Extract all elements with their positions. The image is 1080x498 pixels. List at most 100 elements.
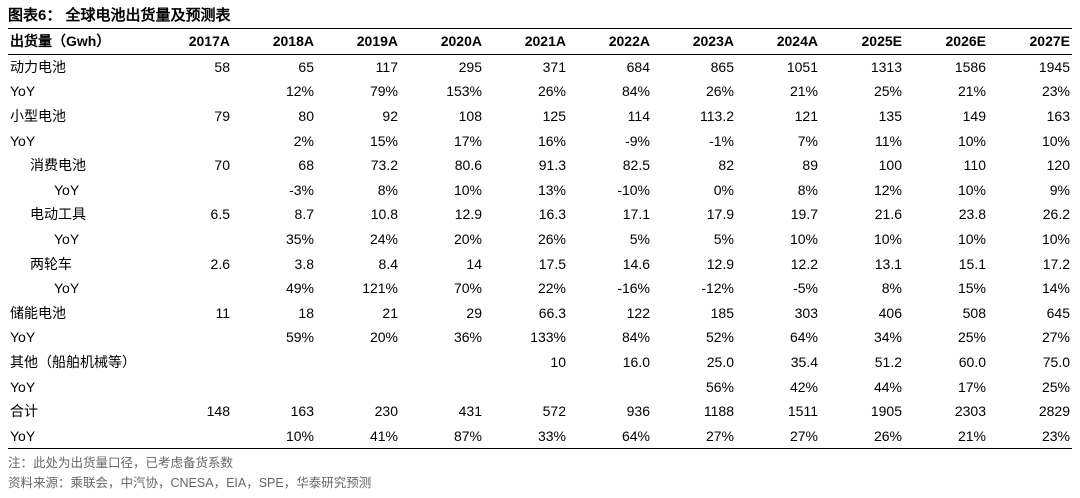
table-cell: 10% xyxy=(1041,231,1070,248)
table-cell: 10% xyxy=(789,231,818,248)
table-cell: 684 xyxy=(626,58,650,75)
table-cell: 133% xyxy=(530,329,566,346)
table-cell: 508 xyxy=(962,304,986,321)
column-header-year: 2025E xyxy=(820,29,904,55)
table-cell xyxy=(162,79,232,104)
table-cell: 29 xyxy=(466,304,482,321)
table-cell: 44% xyxy=(873,378,902,395)
table-header-row: 出货量（Gwh） 2017A 2018A 2019A 2020A 2021A 2022A 20… xyxy=(8,29,1072,55)
table-row: 两轮车 2.6 3.8 8.4 14 17.5 14.6 12.9 12.2 13.1 15.1 17… xyxy=(8,251,1072,276)
table-cell: 33% xyxy=(484,423,568,450)
table-cell: 21% xyxy=(904,423,988,450)
table-cell: 17% xyxy=(957,378,986,395)
table-cell: 645 xyxy=(1046,304,1070,321)
table-cell: 25% xyxy=(957,329,986,346)
table-cell: 52% xyxy=(705,329,734,346)
table-cell: 21% xyxy=(957,83,986,100)
table-cell: 25.0 xyxy=(706,354,734,371)
table-cell: 70% xyxy=(453,280,482,297)
table-cell: 17.9 xyxy=(706,206,734,223)
table-cell: -10% xyxy=(617,181,650,198)
table-cell: 17.1 xyxy=(622,206,650,223)
table-cell: 108 xyxy=(458,108,482,125)
table-cell: 11% xyxy=(875,132,902,149)
table-cell: 122 xyxy=(626,304,650,321)
table-cell: 16.0 xyxy=(622,354,650,371)
table-cell: 865 xyxy=(710,58,734,75)
table-row: 动力电池 58 65 117 295 371 684 865 1051 1313 1586 1945 xyxy=(8,54,1072,79)
table-cell xyxy=(162,374,232,399)
table-cell: 25% xyxy=(873,83,902,100)
table-cell: 10% xyxy=(957,132,986,149)
table-cell: 23.8 xyxy=(958,206,986,223)
table-cell: 14.6 xyxy=(622,255,650,272)
table-row: 小型电池 79 80 92 108 125 114 113.2 121 135 149 163 xyxy=(8,104,1072,129)
table-cell: 110 xyxy=(963,157,986,174)
footnotes: 注：此处为出货量口径，已考虑备货系数 资料来源：乘联会，中汽协，CNESA，EI… xyxy=(8,453,371,493)
table-cell: 68 xyxy=(298,157,314,174)
table-cell: 10% xyxy=(873,231,902,248)
table-cell: 79% xyxy=(369,83,398,100)
table-cell: 10% xyxy=(453,181,482,198)
table-cell xyxy=(232,374,316,399)
table-cell: 10.8 xyxy=(370,206,398,223)
table-cell xyxy=(568,374,652,399)
table-cell: 11 xyxy=(215,304,230,321)
row-label: 合计 xyxy=(10,403,38,420)
column-header-year: 2018A xyxy=(232,29,316,55)
table-cell: 5% xyxy=(629,231,650,248)
table-cell: 87% xyxy=(400,423,484,450)
row-label: YoY xyxy=(10,378,36,395)
table-cell: 135 xyxy=(878,108,902,125)
table-cell xyxy=(316,350,400,375)
table-cell: 23% xyxy=(1041,83,1070,100)
table-cell: 26% xyxy=(820,423,904,450)
table-row: 其他（船舶机械等） 10 16.0 25.0 35.4 51.2 60.0 75.0 xyxy=(8,350,1072,375)
table-cell: 36% xyxy=(453,329,482,346)
table-cell: 20% xyxy=(453,231,482,248)
row-label: 两轮车 xyxy=(30,255,72,272)
column-header-year: 2019A xyxy=(316,29,400,55)
table-cell: 21 xyxy=(382,304,398,321)
column-header-year: 2024A xyxy=(736,29,820,55)
table-cell: 8.4 xyxy=(378,255,398,272)
table-cell: 91.3 xyxy=(538,157,566,174)
table-cell: 0% xyxy=(713,181,734,198)
table-cell: 2829 xyxy=(1038,403,1070,420)
table-cell: 27% xyxy=(736,423,820,450)
table-cell: 1188 xyxy=(703,403,734,420)
table-cell: 10% xyxy=(1041,132,1070,149)
table-cell: -16% xyxy=(617,280,650,297)
table-cell: 20% xyxy=(369,329,398,346)
table-cell: 14 xyxy=(466,255,482,272)
table-cell: 10 xyxy=(550,354,566,371)
table-row: 储能电池 11 18 21 29 66.3 122 185 303 406 508 645 xyxy=(8,301,1072,326)
table-cell: 25% xyxy=(1041,378,1070,395)
table-cell: 42% xyxy=(789,378,818,395)
table-cell: 10% xyxy=(957,231,986,248)
table-cell: 19.7 xyxy=(790,206,818,223)
row-label: YoY xyxy=(10,329,36,346)
table-cell: 8% xyxy=(377,181,398,198)
column-header-year: 2020A xyxy=(400,29,484,55)
table-cell: 49% xyxy=(285,280,314,297)
table-cell: 371 xyxy=(542,58,566,75)
table-cell: 114 xyxy=(627,108,650,125)
table-cell xyxy=(162,128,232,153)
table-cell: 15.1 xyxy=(958,255,986,272)
table-cell: 406 xyxy=(878,304,902,321)
row-label: 小型电池 xyxy=(10,108,66,125)
table-cell: 56% xyxy=(705,378,734,395)
table-cell: 1511 xyxy=(787,403,818,420)
table-cell: 26% xyxy=(537,83,566,100)
table-cell: 17% xyxy=(453,132,482,149)
table-cell xyxy=(162,178,232,203)
table-cell: 64% xyxy=(789,329,818,346)
table-cell: 18 xyxy=(298,304,314,321)
table-cell: 100 xyxy=(878,157,902,174)
table-cell: 121 xyxy=(794,108,818,125)
table-cell: 10% xyxy=(232,423,316,450)
table-cell: 82.5 xyxy=(622,157,650,174)
table-cell: 26.2 xyxy=(1042,206,1070,223)
table-cell xyxy=(162,423,232,450)
